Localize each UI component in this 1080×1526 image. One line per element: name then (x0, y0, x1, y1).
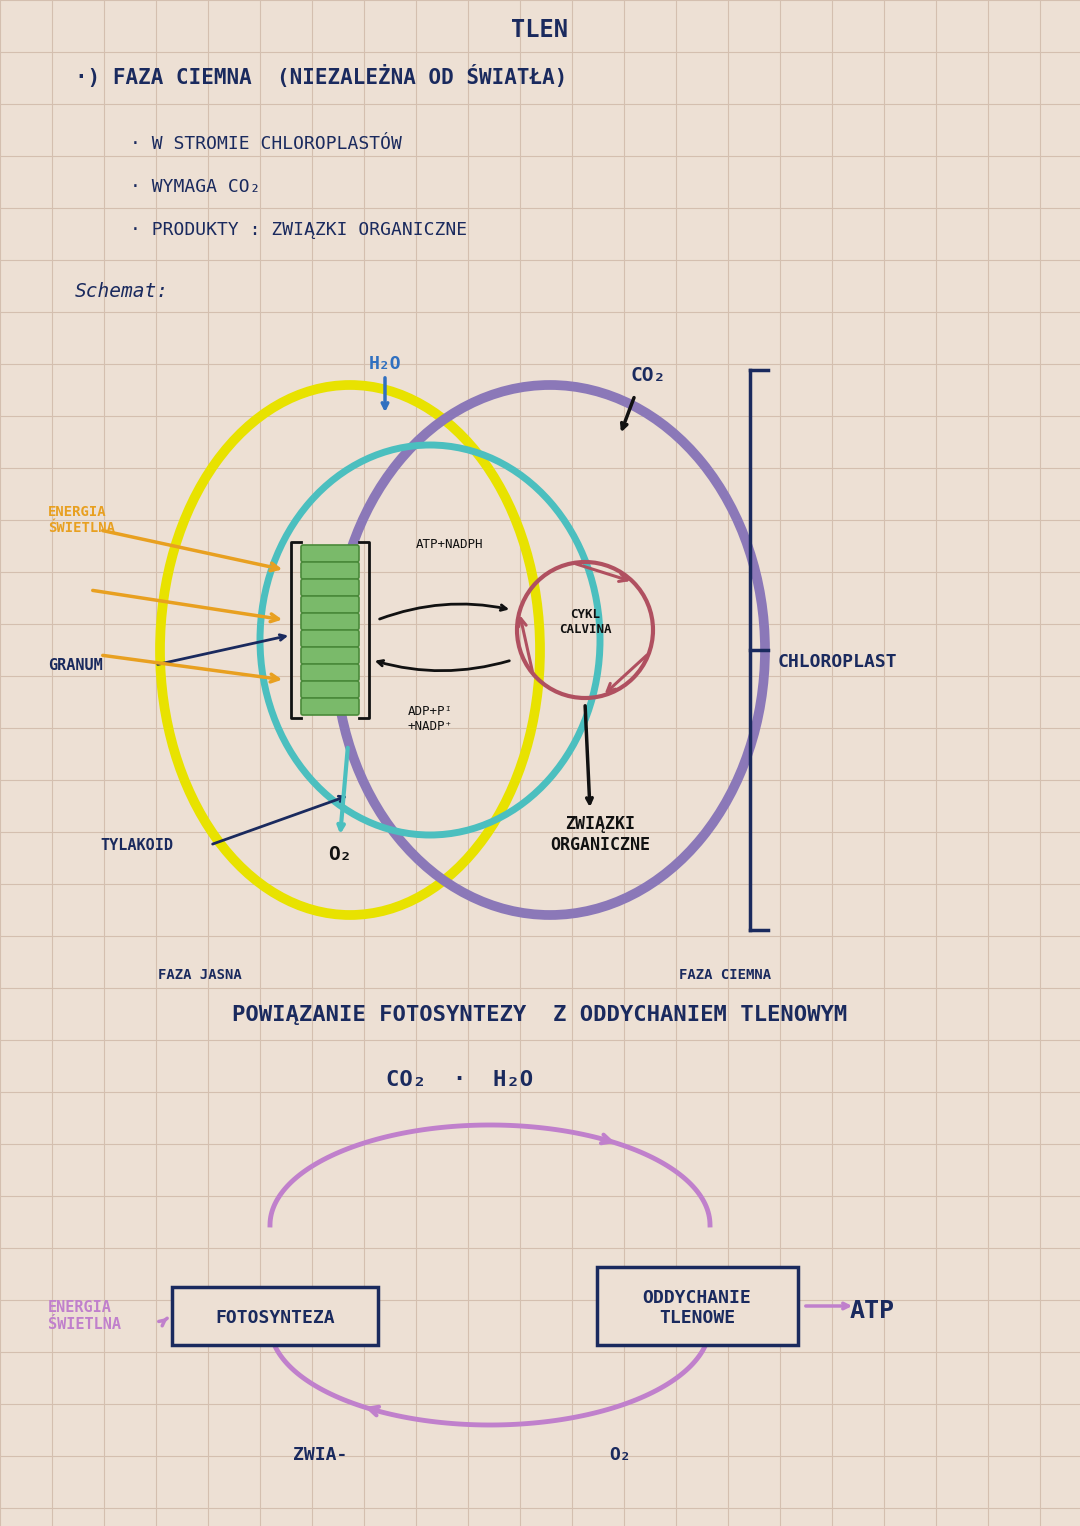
Text: CO₂: CO₂ (630, 366, 665, 385)
Text: TYLAKOID: TYLAKOID (100, 838, 173, 853)
Text: ATP+NADPH: ATP+NADPH (416, 539, 484, 551)
Text: · PRODUKTY : ZWIĄZKI ORGANICZNE: · PRODUKTY : ZWIĄZKI ORGANICZNE (130, 221, 468, 240)
Text: O₂: O₂ (609, 1447, 631, 1463)
Text: ENERGIA
ŚWIETLNA: ENERGIA ŚWIETLNA (48, 1300, 121, 1332)
Text: CHLOROPLAST: CHLOROPLAST (778, 653, 897, 671)
Text: ATP: ATP (850, 1299, 895, 1323)
Text: CYKL
CALVINA: CYKL CALVINA (558, 607, 611, 636)
Text: Schemat:: Schemat: (75, 282, 168, 301)
Text: ODDYCHANIE
TLENOWE: ODDYCHANIE TLENOWE (643, 1288, 752, 1328)
Text: · WYMAGA CO₂: · WYMAGA CO₂ (130, 179, 260, 195)
FancyBboxPatch shape (597, 1267, 798, 1344)
Text: ENERGIA
ŚWIETLNA: ENERGIA ŚWIETLNA (48, 505, 114, 536)
Text: H₂O: H₂O (368, 356, 402, 372)
Text: ·) FAZA CIEMNA  (NIEZALEŻNA OD ŚWIATŁA): ·) FAZA CIEMNA (NIEZALEŻNA OD ŚWIATŁA) (75, 66, 567, 89)
FancyBboxPatch shape (301, 697, 359, 716)
Text: ZWIA-: ZWIA- (293, 1447, 347, 1463)
FancyBboxPatch shape (301, 647, 359, 664)
Text: FAZA CIEMNA: FAZA CIEMNA (679, 967, 771, 983)
Text: CO₂  ·  H₂O: CO₂ · H₂O (387, 1070, 534, 1090)
FancyBboxPatch shape (301, 562, 359, 578)
Text: ADP+Pᴵ
+NADP⁺: ADP+Pᴵ +NADP⁺ (407, 705, 453, 732)
Text: GRANUM: GRANUM (48, 658, 103, 673)
FancyBboxPatch shape (301, 578, 359, 597)
Text: FAZA JASNA: FAZA JASNA (158, 967, 242, 983)
Text: POWIĄZANIE FOTOSYNTEZY  Z ODDYCHANIEM TLENOWYM: POWIĄZANIE FOTOSYNTEZY Z ODDYCHANIEM TLE… (232, 1006, 848, 1025)
Text: ZWIĄZKI
ORGANICZNE: ZWIĄZKI ORGANICZNE (550, 815, 650, 855)
FancyBboxPatch shape (301, 545, 359, 562)
FancyBboxPatch shape (301, 597, 359, 613)
FancyBboxPatch shape (301, 681, 359, 697)
FancyBboxPatch shape (301, 664, 359, 681)
Text: · W STROMIE CHLOROPLASTÓW: · W STROMIE CHLOROPLASTÓW (130, 134, 402, 153)
Text: TLEN: TLEN (512, 18, 568, 43)
FancyBboxPatch shape (172, 1286, 378, 1344)
Text: FOTOSYNTEZA: FOTOSYNTEZA (215, 1309, 335, 1328)
FancyBboxPatch shape (301, 613, 359, 630)
Text: O₂: O₂ (328, 845, 352, 864)
FancyBboxPatch shape (301, 630, 359, 647)
